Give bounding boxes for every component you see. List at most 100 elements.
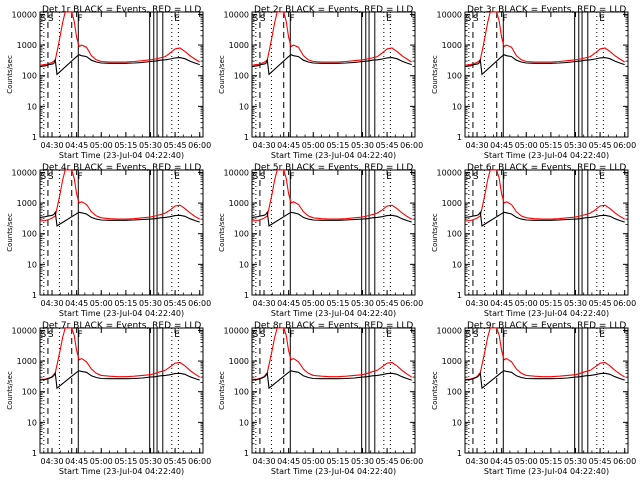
x-tick-label: 05:30: [564, 141, 587, 150]
y-tick-label: 10: [27, 418, 37, 427]
x-tick-label: 05:00: [515, 457, 538, 466]
panel-title: Det 7r BLACK = Events, RED = LLD: [42, 321, 201, 331]
region-letter: S: [48, 14, 54, 24]
y-tick-label: 1000: [442, 357, 462, 366]
detector-panel: Det 5r BLACK = Events, RED = LLD 1 10 100 10…: [218, 163, 423, 318]
x-axis-label: Start Time (23-Jul-04 04:22:40): [59, 309, 184, 318]
x-tick-label: 05:00: [302, 457, 325, 466]
x-tick-label: 05:45: [376, 457, 399, 466]
region-letter: E: [174, 172, 180, 182]
region-letter: S: [466, 172, 472, 182]
x-tick-label: 05:30: [351, 299, 374, 308]
x-tick-label: 05:15: [539, 299, 562, 308]
y-axis-label: Counts/sec: [431, 371, 439, 410]
x-tick-label: 06:00: [613, 299, 636, 308]
region-letter: E: [174, 14, 180, 24]
y-tick-label: 1: [32, 133, 37, 142]
region-letter: F: [502, 330, 507, 340]
region-letter: S: [48, 330, 54, 340]
y-tick-label: 10: [452, 418, 462, 427]
plot-frame: [251, 327, 416, 454]
x-tick-label: 04:45: [490, 299, 513, 308]
x-tick-label: 05:45: [164, 457, 187, 466]
x-tick-label: 05:45: [376, 141, 399, 150]
y-tick-label: 10: [452, 102, 462, 111]
y-tick-label: 100: [447, 388, 462, 397]
panel-title: Det 8r BLACK = Events, RED = LLD: [254, 321, 413, 331]
x-tick-label: 04:45: [277, 299, 300, 308]
x-tick-label: 05:45: [164, 141, 187, 150]
plot-frame: [39, 11, 204, 138]
x-axis-label: Start Time (23-Jul-04 04:22:40): [271, 151, 396, 160]
x-tick-label: 05:45: [376, 299, 399, 308]
region-letter: S: [473, 14, 479, 24]
y-tick-label: 10000: [437, 326, 462, 335]
panel-title: Det 3r BLACK = Events, RED = LLD: [467, 5, 626, 15]
events-series-line: [252, 210, 412, 227]
region-letter: E: [386, 172, 392, 182]
region-letter: E: [174, 330, 180, 340]
y-tick-label: 1: [244, 133, 249, 142]
y-axis-label: Counts/sec: [6, 55, 14, 94]
x-tick-label: 04:30: [41, 457, 64, 466]
region-letter: S: [473, 330, 479, 340]
plot-frame: [464, 327, 629, 454]
lld-series-line: [465, 170, 625, 222]
y-tick-label: 10: [239, 102, 249, 111]
x-tick-label: 04:30: [41, 299, 64, 308]
y-axis-label: Counts/sec: [431, 55, 439, 94]
y-tick-label: 1000: [442, 41, 462, 50]
x-tick-label: 06:00: [613, 457, 636, 466]
x-tick-label: 06:00: [400, 457, 423, 466]
x-tick-label: 05:30: [564, 457, 587, 466]
region-letter: E: [599, 330, 605, 340]
y-tick-label: 10000: [224, 326, 249, 335]
y-tick-label: 10: [27, 260, 37, 269]
y-tick-label: 100: [234, 230, 249, 239]
x-tick-label: 05:30: [139, 457, 162, 466]
y-tick-label: 10: [239, 260, 249, 269]
y-tick-label: 10000: [12, 326, 37, 335]
y-axis-label: Counts/sec: [6, 213, 14, 252]
region-letter: F: [289, 14, 294, 24]
region-letter: S: [253, 14, 259, 24]
x-tick-label: 05:00: [515, 299, 538, 308]
region-letter: S: [260, 14, 266, 24]
x-tick-label: 04:30: [466, 457, 489, 466]
region-letter: S: [253, 172, 259, 182]
x-tick-label: 05:30: [139, 141, 162, 150]
x-tick-label: 05:15: [326, 141, 349, 150]
plot-frame: [39, 169, 204, 296]
detector-panel: Det 6r BLACK = Events, RED = LLD 1 10 100 10…: [431, 163, 636, 318]
x-tick-label: 05:00: [90, 299, 113, 308]
plot-frame: [39, 327, 204, 454]
region-letter: F: [502, 14, 507, 24]
y-axis-label: Counts/sec: [431, 213, 439, 252]
x-tick-label: 06:00: [400, 141, 423, 150]
x-axis-label: Start Time (23-Jul-04 04:22:40): [271, 309, 396, 318]
x-axis-label: Start Time (23-Jul-04 04:22:40): [484, 467, 609, 476]
events-series-line: [252, 54, 412, 76]
events-series-line: [40, 210, 200, 227]
detector-panel: Det 8r BLACK = Events, RED = LLD 1 10 100 10…: [218, 321, 423, 476]
y-tick-label: 1000: [17, 357, 37, 366]
y-tick-label: 10000: [12, 168, 37, 177]
x-tick-label: 05:45: [164, 299, 187, 308]
events-series-line: [252, 370, 412, 390]
x-tick-label: 04:30: [253, 141, 276, 150]
y-tick-label: 1: [32, 291, 37, 300]
lld-series-line: [252, 328, 413, 381]
x-tick-label: 04:45: [277, 141, 300, 150]
x-tick-label: 05:45: [589, 299, 612, 308]
events-series-line: [465, 54, 625, 76]
x-tick-label: 06:00: [188, 299, 211, 308]
x-tick-label: 05:00: [90, 457, 113, 466]
panel-title: Det 9r BLACK = Events, RED = LLD: [467, 321, 626, 331]
x-tick-label: 05:00: [515, 141, 538, 150]
x-tick-label: 05:15: [114, 141, 137, 150]
